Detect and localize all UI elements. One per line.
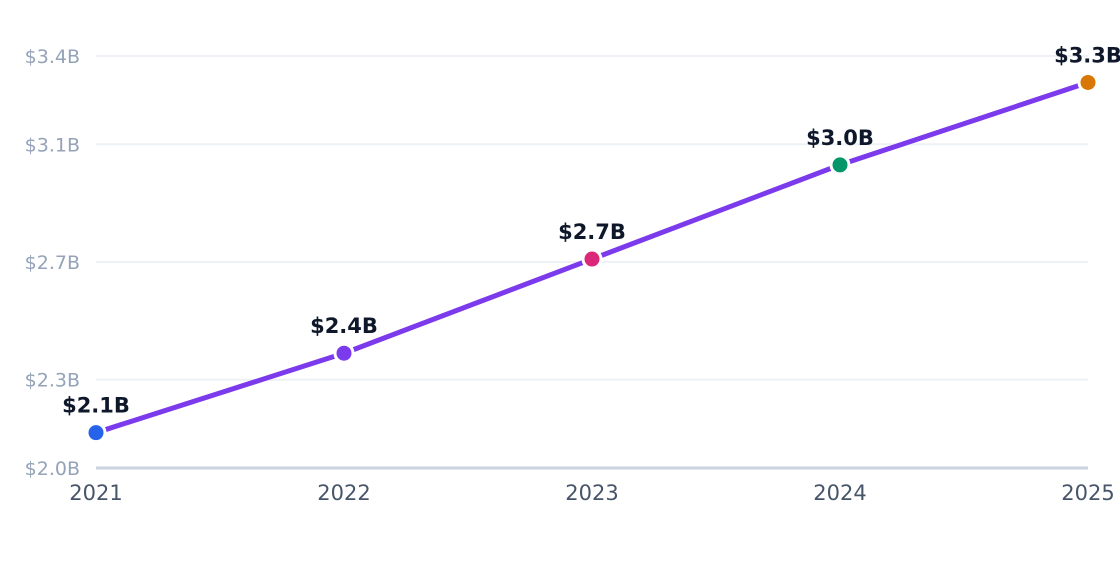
data-point[interactable] <box>829 154 851 176</box>
y-tick-label: $2.3B <box>25 370 80 392</box>
x-axis-ticks: 2021 2022 2023 2024 2025 <box>69 481 1114 505</box>
data-label: $2.1B <box>62 394 130 418</box>
data-point[interactable] <box>85 422 107 444</box>
data-point[interactable] <box>1077 71 1099 93</box>
x-tick-label: 2022 <box>317 481 370 505</box>
data-label: $2.7B <box>558 220 626 244</box>
data-point[interactable] <box>581 248 603 270</box>
x-tick-label: 2021 <box>69 481 122 505</box>
data-label: $2.4B <box>310 314 378 338</box>
y-tick-label: $2.0B <box>25 458 80 480</box>
data-label: $3.3B <box>1054 43 1120 67</box>
data-label: $3.0B <box>806 126 874 150</box>
y-tick-label: $2.7B <box>25 252 80 274</box>
data-points <box>85 71 1099 444</box>
grid-lines <box>96 55 1088 381</box>
data-labels: $2.1B $2.4B $2.7B $3.0B $3.3B <box>62 43 1120 417</box>
x-tick-label: 2025 <box>1061 481 1114 505</box>
y-tick-label: $3.1B <box>25 134 80 156</box>
data-point[interactable] <box>333 342 355 364</box>
y-axis-ticks: $2.0B $2.3B $2.7B $3.1B $3.4B <box>25 46 80 480</box>
y-tick-label: $3.4B <box>25 46 80 68</box>
x-tick-label: 2024 <box>813 481 866 505</box>
x-tick-label: 2023 <box>565 481 618 505</box>
